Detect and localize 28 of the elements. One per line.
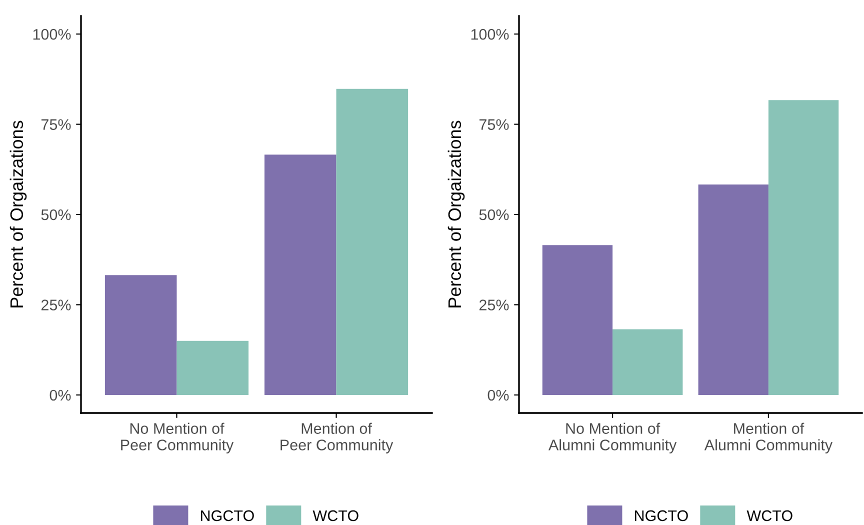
legend-label: NGCTO — [200, 510, 254, 522]
y-tick-label: 50% — [41, 209, 71, 220]
bar — [104, 275, 177, 395]
y-tick-label: 100% — [471, 28, 509, 40]
bar — [698, 184, 768, 395]
x-tick-label: No Mention of Peer Community — [121, 422, 234, 454]
y-tick-label: 100% — [33, 28, 71, 40]
y-tick-label: 25% — [41, 300, 71, 310]
y-tick-label: 25% — [479, 300, 509, 310]
y-axis-title: Percent of Orgaizations — [10, 120, 27, 308]
bar — [542, 245, 613, 395]
bar — [176, 340, 249, 395]
legend-label: WCTO — [746, 510, 792, 522]
legend-label: WCTO — [312, 510, 358, 522]
y-tick-label: 75% — [41, 119, 71, 130]
y-axis-title: Percent of Orgaizations — [448, 120, 465, 308]
x-tick-label: Mention of Alumni Community — [704, 422, 833, 454]
x-tick-label: No Mention of Alumni Community — [548, 422, 677, 454]
y-tick-label: 0% — [488, 390, 509, 401]
bar — [768, 100, 839, 395]
y-tick-label: 0% — [50, 390, 71, 401]
bar — [336, 88, 408, 395]
y-tick-label: 75% — [479, 119, 509, 130]
y-tick-label: 50% — [479, 209, 509, 220]
bar — [612, 329, 683, 395]
x-tick-label: Mention of Peer Community — [280, 422, 394, 454]
legend-label: NGCTO — [634, 510, 688, 522]
bar — [264, 154, 336, 395]
